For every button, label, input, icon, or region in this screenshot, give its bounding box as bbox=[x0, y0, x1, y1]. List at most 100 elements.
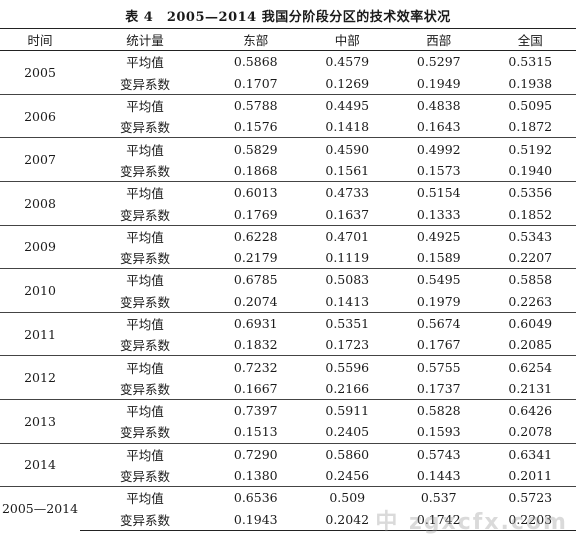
value-cell: 0.1737 bbox=[416, 380, 461, 396]
table-row: 变异系数 0.1380 0.2456 0.1443 0.2011 bbox=[0, 465, 576, 487]
value-cell: 0.1943 bbox=[210, 508, 302, 531]
value-cell: 0.2166 bbox=[325, 380, 370, 396]
stat-label-cv: 变异系数 bbox=[119, 294, 170, 310]
year-cell: 2011 bbox=[0, 311, 80, 356]
header-east: 东部 bbox=[210, 27, 302, 52]
value-cell: 0.4590 bbox=[301, 137, 393, 160]
value-cell: 0.2405 bbox=[325, 424, 370, 440]
value-cell: 0.6785 bbox=[210, 268, 302, 291]
year-cell: 2009 bbox=[0, 224, 80, 269]
table-row: 2007 平均值 0.5829 0.4590 0.4992 0.5192 bbox=[0, 137, 576, 182]
value-cell: 0.5743 bbox=[393, 442, 485, 465]
table-row: 变异系数 0.1576 0.1418 0.1643 0.1872 bbox=[0, 116, 576, 138]
value-cell: 0.1723 bbox=[325, 337, 370, 353]
stat-label-mean: 平均值 bbox=[80, 224, 210, 247]
value-cell: 0.1119 bbox=[325, 250, 370, 266]
value-cell: 0.1269 bbox=[325, 75, 370, 91]
value-cell: 0.5829 bbox=[210, 137, 302, 160]
value-cell: 0.6931 bbox=[210, 311, 302, 335]
year-cell: 2006 bbox=[0, 93, 80, 138]
value-cell: 0.1380 bbox=[233, 468, 278, 484]
year-cell: 2010 bbox=[0, 268, 80, 313]
stat-label-cv: 变异系数 bbox=[119, 469, 170, 485]
value-cell: 0.6536 bbox=[210, 486, 302, 509]
value-cell: 0.5723 bbox=[484, 486, 576, 509]
value-cell: 0.5911 bbox=[301, 399, 393, 422]
stat-label-cv: 变异系数 bbox=[119, 251, 170, 267]
value-cell: 0.5596 bbox=[301, 355, 393, 378]
table-row: 2005—2014 平均值 0.6536 0.509 0.537 0.5723 bbox=[0, 486, 576, 531]
value-cell: 0.537 bbox=[393, 486, 485, 509]
table-row: 2008 平均值 0.6013 0.4733 0.5154 0.5356 bbox=[0, 181, 576, 226]
table-row: 变异系数 0.1707 0.1269 0.1949 0.1938 bbox=[0, 73, 576, 95]
stat-label-cv: 变异系数 bbox=[80, 508, 210, 531]
value-cell: 0.6341 bbox=[484, 442, 576, 465]
table-row: 变异系数 0.2179 0.1119 0.1589 0.2207 bbox=[0, 247, 576, 269]
value-cell: 0.5343 bbox=[484, 224, 576, 247]
stat-label-mean: 平均值 bbox=[80, 268, 210, 291]
value-cell: 0.2042 bbox=[301, 508, 393, 531]
value-cell: 0.6254 bbox=[484, 355, 576, 378]
year-cell: 2005—2014 bbox=[0, 486, 80, 531]
value-cell: 0.6013 bbox=[210, 181, 302, 204]
value-cell: 0.4838 bbox=[393, 93, 485, 117]
value-cell: 0.1561 bbox=[325, 162, 370, 178]
value-cell: 0.5788 bbox=[210, 93, 302, 117]
value-cell: 0.1938 bbox=[508, 75, 553, 91]
value-cell: 0.1576 bbox=[233, 119, 278, 135]
value-cell: 0.1852 bbox=[508, 206, 553, 222]
value-cell: 0.1769 bbox=[233, 206, 278, 222]
value-cell: 0.5154 bbox=[393, 181, 485, 204]
stat-label-cv: 变异系数 bbox=[119, 163, 170, 179]
value-cell: 0.5351 bbox=[301, 311, 393, 335]
value-cell: 0.1949 bbox=[416, 75, 461, 91]
year-cell: 2014 bbox=[0, 442, 80, 487]
value-cell: 0.2011 bbox=[508, 468, 553, 484]
value-cell: 0.2074 bbox=[233, 293, 278, 309]
value-cell: 0.1413 bbox=[325, 293, 370, 309]
header-time: 时间 bbox=[0, 27, 80, 52]
value-cell: 0.5755 bbox=[393, 355, 485, 378]
stat-label-mean: 平均值 bbox=[80, 137, 210, 160]
table-row: 变异系数 0.1943 0.2042 0.1742 0.2203 bbox=[0, 508, 576, 531]
table-row: 2010 平均值 0.6785 0.5083 0.5495 0.5858 bbox=[0, 268, 576, 313]
value-cell: 0.7290 bbox=[210, 442, 302, 465]
table-row: 2011 平均值 0.6931 0.5351 0.5674 0.6049 bbox=[0, 311, 576, 356]
value-cell: 0.7232 bbox=[210, 355, 302, 378]
value-cell: 0.1573 bbox=[416, 162, 461, 178]
value-cell: 0.5315 bbox=[508, 54, 553, 70]
table-row: 2005 平均值 0.5868 0.4579 0.5297 0.5315 bbox=[0, 51, 576, 80]
value-cell: 0.1832 bbox=[233, 337, 278, 353]
value-cell: 0.4495 bbox=[301, 93, 393, 117]
stat-label-cv: 变异系数 bbox=[119, 425, 170, 441]
year-cell: 2007 bbox=[0, 137, 80, 182]
value-cell: 0.4579 bbox=[325, 54, 370, 70]
value-cell: 0.6228 bbox=[210, 224, 302, 247]
table-row: 变异系数 0.1832 0.1723 0.1767 0.2085 bbox=[0, 334, 576, 356]
value-cell: 0.5495 bbox=[393, 268, 485, 291]
value-cell: 0.1513 bbox=[233, 424, 278, 440]
value-cell: 0.1940 bbox=[508, 162, 553, 178]
value-cell: 0.5083 bbox=[301, 268, 393, 291]
value-cell: 0.2179 bbox=[233, 250, 278, 266]
value-cell: 0.1707 bbox=[233, 75, 278, 91]
value-cell: 0.7397 bbox=[210, 399, 302, 422]
year-cell: 2005 bbox=[24, 65, 56, 81]
value-cell: 0.1742 bbox=[393, 508, 485, 531]
value-cell: 0.1643 bbox=[416, 119, 461, 135]
value-cell: 0.1868 bbox=[233, 162, 278, 178]
value-cell: 0.1872 bbox=[508, 119, 553, 135]
stat-label-cv: 变异系数 bbox=[119, 338, 170, 354]
table-row: 变异系数 0.1513 0.2405 0.1593 0.2078 bbox=[0, 421, 576, 443]
stat-label-mean: 平均值 bbox=[126, 55, 164, 71]
value-cell: 0.1667 bbox=[233, 380, 278, 396]
value-cell: 0.2085 bbox=[508, 337, 553, 353]
value-cell: 0.2207 bbox=[508, 250, 553, 266]
stat-label-cv: 变异系数 bbox=[119, 120, 170, 136]
stat-label-mean: 平均值 bbox=[80, 355, 210, 378]
value-cell: 0.1333 bbox=[416, 206, 461, 222]
value-cell: 0.1637 bbox=[325, 206, 370, 222]
value-cell: 0.1418 bbox=[325, 119, 370, 135]
header-central: 中部 bbox=[301, 27, 393, 52]
value-cell: 0.5192 bbox=[484, 137, 576, 160]
